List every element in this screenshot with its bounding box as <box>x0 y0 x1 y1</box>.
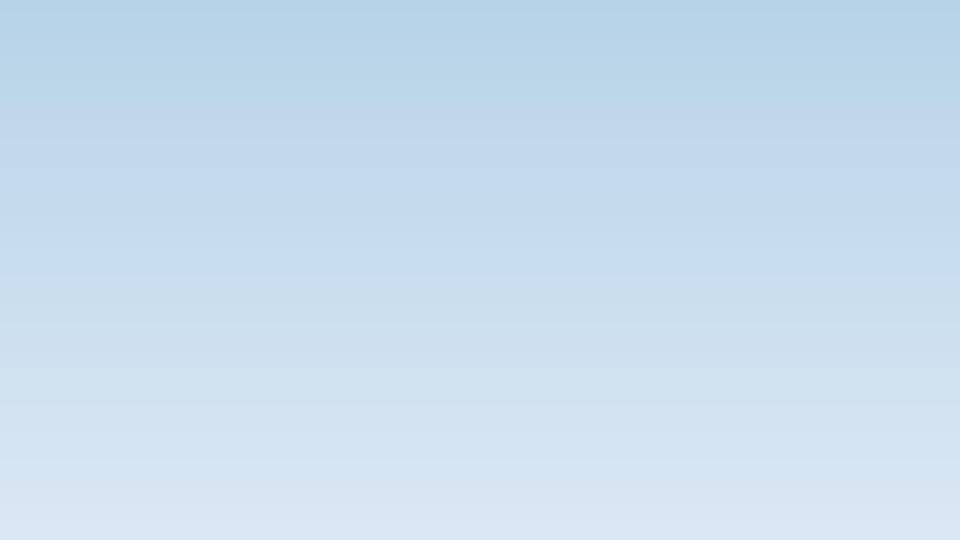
Text: Sequential clustering algorithm: Sequential clustering algorithm <box>265 37 762 65</box>
Text: Total Length of
Centroids’ Content
Vector: Total Length of Centroids’ Content Vecto… <box>291 167 409 212</box>
Bar <box>702 214 926 291</box>
Bar <box>458 165 702 214</box>
Bar <box>458 214 702 291</box>
Bar <box>65 165 242 214</box>
Text: 20: 20 <box>80 322 99 337</box>
Text: L: L <box>891 507 900 522</box>
Text: A: A <box>877 507 889 522</box>
Circle shape <box>0 151 72 194</box>
Text: A: A <box>918 507 929 522</box>
Text: 209.013: 209.013 <box>548 400 611 414</box>
Text: Dominates!: Dominates! <box>521 488 637 506</box>
Text: Centroids Update
Time (s): Centroids Update Time (s) <box>759 175 869 204</box>
Bar <box>242 214 458 291</box>
Bar <box>702 291 926 368</box>
Bar <box>702 165 926 214</box>
Circle shape <box>29 97 163 173</box>
Circle shape <box>0 27 154 157</box>
Text: Final step statistics for a sequential run over 6 minutes data:: Final step statistics for a sequential r… <box>70 107 602 125</box>
Text: 33.305: 33.305 <box>553 245 607 260</box>
Circle shape <box>0 11 115 119</box>
Bar <box>345 470 355 483</box>
Text: Quite Long!: Quite Long! <box>291 488 409 506</box>
Text: 128521: 128521 <box>321 400 379 414</box>
Bar <box>458 291 702 368</box>
Text: 10: 10 <box>80 245 99 260</box>
Bar <box>43 109 60 123</box>
Bar <box>242 165 458 214</box>
Text: 0.068: 0.068 <box>792 245 836 260</box>
Bar <box>65 291 242 368</box>
Circle shape <box>19 124 115 178</box>
Bar <box>65 368 242 446</box>
Circle shape <box>0 170 34 197</box>
Polygon shape <box>338 451 363 470</box>
Text: Time Step
Length (s): Time Step Length (s) <box>122 175 185 204</box>
Text: Similarity Compute
time (s): Similarity Compute time (s) <box>519 175 639 204</box>
Bar <box>574 470 585 483</box>
Circle shape <box>0 86 115 151</box>
Text: 30: 30 <box>80 400 99 414</box>
Bar <box>242 291 458 368</box>
Text: 47749: 47749 <box>325 245 374 260</box>
Text: S: S <box>904 507 915 522</box>
Text: 0.213: 0.213 <box>792 400 836 414</box>
Bar <box>458 368 702 446</box>
Text: 15: 15 <box>21 504 38 517</box>
Bar <box>702 368 926 446</box>
Text: 76146: 76146 <box>325 322 374 337</box>
Bar <box>242 368 458 446</box>
Bar <box>65 214 242 291</box>
Text: 78.778: 78.778 <box>553 322 606 337</box>
Circle shape <box>0 184 43 216</box>
Bar <box>65 165 926 446</box>
Text: S: S <box>864 507 875 522</box>
Polygon shape <box>567 451 592 470</box>
Text: 0.113: 0.113 <box>792 322 836 337</box>
